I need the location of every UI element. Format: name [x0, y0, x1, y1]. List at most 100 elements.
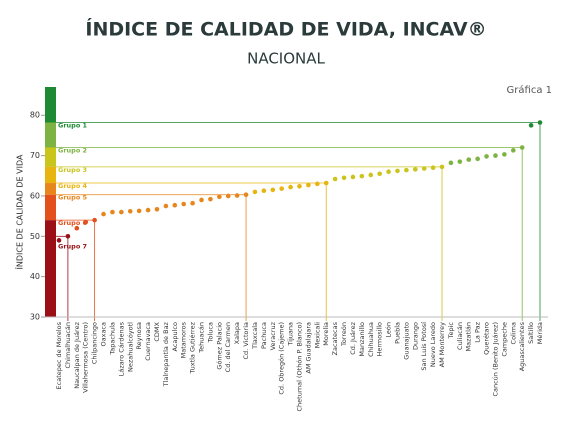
y-axis-label: ÍNDICE DE CALIDAD DE VIDA	[14, 154, 25, 269]
group-label: Grupo 4	[58, 182, 88, 190]
x-tick-label: Villahermosa (Centro)	[82, 322, 90, 393]
data-point	[234, 193, 240, 198]
x-tick-label: San Luis Potosí	[420, 322, 428, 371]
data-point	[270, 187, 276, 193]
chart-title: ÍNDICE DE CALIDAD DE VIDA, INCAV®	[85, 18, 486, 41]
x-tick-label: Cancún (Benito Juárez)	[491, 322, 499, 397]
chart-subtitle: NACIONAL	[247, 50, 325, 68]
data-point	[395, 168, 400, 174]
x-tick-label: Veracruz	[269, 321, 277, 350]
data-point	[510, 148, 516, 153]
group-band	[45, 166, 56, 184]
x-tick-label: Toluca	[206, 322, 214, 343]
x-tick-label: León	[385, 322, 393, 338]
x-tick-label: La Paz	[474, 321, 482, 342]
data-point	[323, 180, 329, 186]
x-tick-label: Mazatlán	[465, 322, 473, 351]
annotation: Gráfica 1	[507, 84, 552, 96]
x-tick-label: Nezahualcóyotl	[126, 322, 134, 372]
data-point	[199, 197, 204, 203]
data-point	[92, 217, 97, 223]
data-point	[421, 166, 427, 171]
data-point	[430, 165, 436, 171]
group-label: Grupo 5	[58, 194, 88, 202]
data-point	[261, 188, 267, 194]
x-tick-label: Chihuahua	[367, 322, 375, 357]
x-tick-label: Naucalpan de Juárez	[73, 321, 81, 388]
data-point	[74, 225, 80, 231]
x-tick-label: Campeche	[500, 322, 508, 357]
data-point	[225, 193, 231, 199]
data-point	[172, 202, 178, 208]
x-tick-label: Acapulco	[171, 322, 179, 352]
x-tick-label: AM Monterrey	[438, 322, 446, 367]
data-point	[519, 145, 525, 150]
x-tick-label: Mérida	[536, 322, 544, 344]
x-tick-label: Manzanillo	[358, 322, 366, 357]
data-point	[110, 209, 115, 215]
data-point	[297, 183, 302, 189]
data-point	[315, 181, 320, 187]
data-point	[65, 233, 71, 239]
x-tick-label: CDMX	[153, 321, 161, 341]
data-point	[101, 211, 106, 217]
y-tick-label: 70	[30, 151, 40, 160]
data-point	[119, 209, 124, 215]
group-label: Grupo 6	[58, 219, 88, 227]
x-tick-label: Chimalhuacán	[64, 322, 72, 368]
y-tick-label: 50	[30, 232, 40, 241]
y-tick-label: 80	[30, 111, 40, 120]
x-tick-label: Lázaro Cárdenas	[117, 321, 125, 376]
data-point	[145, 207, 151, 213]
x-tick-label: Tlaxcala	[251, 322, 259, 350]
x-tick-label: Saltillo	[527, 322, 535, 344]
group-band	[45, 220, 56, 317]
data-point	[341, 175, 347, 181]
x-tick-label: Puebla	[393, 322, 401, 344]
data-point	[457, 159, 463, 164]
data-point	[377, 171, 382, 177]
x-tick-label: Tehuacán	[198, 322, 206, 354]
data-point	[493, 153, 498, 158]
x-tick-label: Torreón	[340, 322, 348, 347]
data-point	[484, 154, 489, 159]
x-tick-label: Mexicali	[313, 322, 321, 349]
data-point	[243, 192, 249, 198]
x-tick-label: Tepic	[447, 322, 455, 340]
x-tick-label: Querétaro	[483, 322, 491, 355]
x-tick-label: Chilpancingo	[91, 322, 99, 364]
x-tick-label: Pachuca	[260, 322, 268, 349]
x-tick-label: Cuernavaca	[144, 322, 152, 361]
data-point	[404, 167, 409, 173]
group-band	[45, 122, 56, 148]
data-point	[56, 238, 62, 243]
x-tick-label: Cd. del Carmen	[224, 322, 232, 372]
x-tick-label: Cd. Juárez	[349, 321, 357, 354]
x-tick-label: Cd. Obregón (Cajeme)	[278, 322, 286, 395]
y-tick-label: 30	[30, 313, 40, 322]
x-tick-label: Reynosa	[135, 322, 143, 350]
group-label: Grupo 7	[58, 242, 87, 250]
data-point	[502, 152, 507, 157]
data-point	[306, 182, 311, 188]
y-tick-label: 60	[30, 191, 40, 200]
data-point	[412, 167, 418, 172]
data-point	[288, 184, 293, 190]
data-point	[332, 176, 338, 182]
x-tick-label: Durango	[411, 322, 419, 350]
data-point	[208, 196, 213, 202]
x-tick-label: Gómez Palacio	[215, 322, 223, 370]
x-tick-label: Chetumal (Othón P. Blanco)	[296, 322, 304, 412]
y-tick-label: 40	[30, 272, 40, 281]
x-tick-label: Ecatepec de Morelos	[55, 321, 63, 389]
x-tick-label: Xalapa	[233, 322, 241, 344]
x-tick-label: Morelia	[322, 322, 330, 346]
data-point	[279, 186, 284, 191]
data-point	[475, 156, 480, 162]
data-point	[528, 123, 534, 128]
x-tick-label: Colima	[509, 322, 517, 344]
x-tick-label: Matamoros	[180, 321, 188, 358]
x-tick-label: Tapachula	[108, 322, 116, 356]
data-point	[537, 120, 543, 125]
